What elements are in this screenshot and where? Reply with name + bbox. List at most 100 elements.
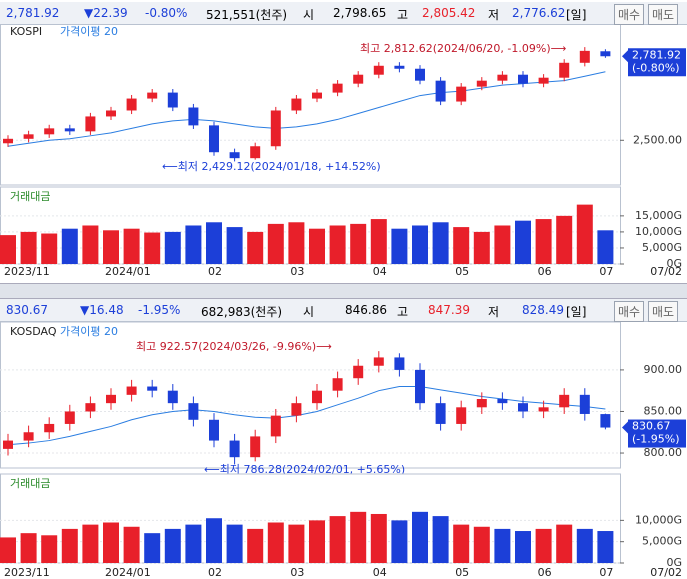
volume-bar (329, 225, 346, 264)
volume-bar (103, 522, 119, 563)
candle-body (497, 74, 508, 81)
x-tick-label: 2023/11 (4, 566, 50, 579)
candle-body (167, 92, 178, 108)
x-tick-label: 04 (373, 566, 387, 579)
candle-body (126, 386, 137, 395)
candle-body (394, 357, 405, 370)
volume-bar (597, 230, 614, 264)
volume-bar (473, 526, 490, 563)
low: 828.49 (522, 303, 564, 317)
candle-body (3, 138, 13, 144)
low-label: 저 (488, 305, 500, 319)
y-tick-label: 10,000G (635, 513, 682, 526)
candle-body (312, 92, 322, 99)
candle-body (291, 98, 302, 111)
volume: 521,551(천주) (206, 8, 288, 22)
candle-body (44, 423, 55, 433)
x-tick-label: 2024/01 (105, 566, 151, 579)
x-tick-label: 2024/01 (105, 265, 151, 278)
volume-bar (350, 223, 367, 264)
volume-bar (61, 228, 78, 264)
last-pointer (622, 50, 628, 63)
sell-button[interactable]: 매도 (648, 4, 679, 25)
volume-bar (432, 222, 449, 264)
volume-bar (556, 524, 573, 563)
last-pct: (-1.95%) (632, 433, 680, 446)
ma-legend: 가격이평 20 (60, 25, 118, 38)
candle-body (312, 390, 322, 404)
volume-bar (391, 520, 408, 563)
candle-body (394, 65, 405, 69)
sell-button[interactable]: 매도 (648, 301, 679, 322)
candle-body (3, 440, 13, 449)
candle-body (85, 116, 96, 132)
candle-body (85, 403, 96, 412)
volume-bar (41, 535, 58, 563)
change: ▼22.39 (84, 6, 128, 20)
volume-bar (412, 225, 428, 264)
panel-title: KOSPI (10, 25, 42, 38)
volume-bar (576, 204, 593, 264)
last-value: 2,781.92 (632, 48, 681, 61)
high-label: 고 (397, 8, 409, 22)
candle-body (579, 50, 590, 63)
volume-bar (0, 537, 16, 563)
candle-body (373, 357, 384, 366)
volume-bar (20, 231, 37, 264)
moving-average (7, 386, 606, 446)
volume-bar (0, 235, 16, 264)
candle-body (126, 98, 137, 111)
candle-body (579, 394, 590, 414)
candle-body (456, 407, 467, 424)
date-label: 07/02 (650, 566, 682, 579)
volume-bar (144, 232, 161, 264)
candle-body (415, 369, 425, 404)
volume-bar (267, 223, 284, 264)
candle-body (456, 86, 467, 102)
volume: 682,983(천주) (201, 305, 283, 319)
volume-bar (82, 524, 99, 563)
open-label: 시 (303, 305, 315, 319)
volume-bar (164, 528, 181, 563)
panel-title: 거래대금 (10, 477, 50, 490)
last-box (628, 419, 686, 448)
low: 2,776.62 (512, 6, 566, 20)
panel-title: 거래대금 (10, 190, 50, 203)
candle-body (106, 110, 116, 117)
volume-bar (309, 520, 325, 563)
last: 2,781.92 (6, 6, 60, 20)
volume-bar (247, 231, 264, 264)
y-tick-label: 0G (666, 257, 682, 270)
panel-title: KOSDAQ (10, 325, 57, 338)
x-tick-label: 02 (208, 566, 222, 579)
candle-body (229, 152, 240, 159)
x-tick-label: 2023/11 (4, 265, 50, 278)
min-note: ⟵최저 786.28(2024/02/01, +5.65%) (204, 463, 405, 476)
y-tick-label: 5,000G (642, 241, 682, 254)
buy-button[interactable]: 매수 (614, 301, 645, 322)
candle-body (44, 128, 55, 135)
low-label: 저 (488, 8, 500, 22)
pct: -0.80% (145, 6, 188, 20)
open-label: 시 (303, 8, 315, 22)
candle-body (353, 74, 364, 84)
candle-body (538, 77, 549, 84)
candle-body (518, 403, 528, 412)
volume-bar (535, 219, 552, 264)
volume-bar (576, 528, 593, 563)
x-tick-label: 03 (290, 265, 304, 278)
volume-bar (515, 531, 531, 563)
last-pointer (622, 421, 628, 434)
candle-body (559, 62, 570, 78)
candle-body (64, 411, 75, 424)
y-tick-label: 10,000G (635, 225, 682, 238)
buy-button[interactable]: 매수 (614, 4, 645, 25)
volume-bar (309, 228, 325, 264)
x-tick-label: 04 (373, 265, 387, 278)
candle-body (23, 432, 34, 441)
x-tick-label: 03 (290, 566, 304, 579)
kosdaq-header: 830.67 ▼16.48 -1.95% 682,983(천주) 시 846.8… (0, 299, 687, 322)
candle-body (415, 68, 425, 81)
